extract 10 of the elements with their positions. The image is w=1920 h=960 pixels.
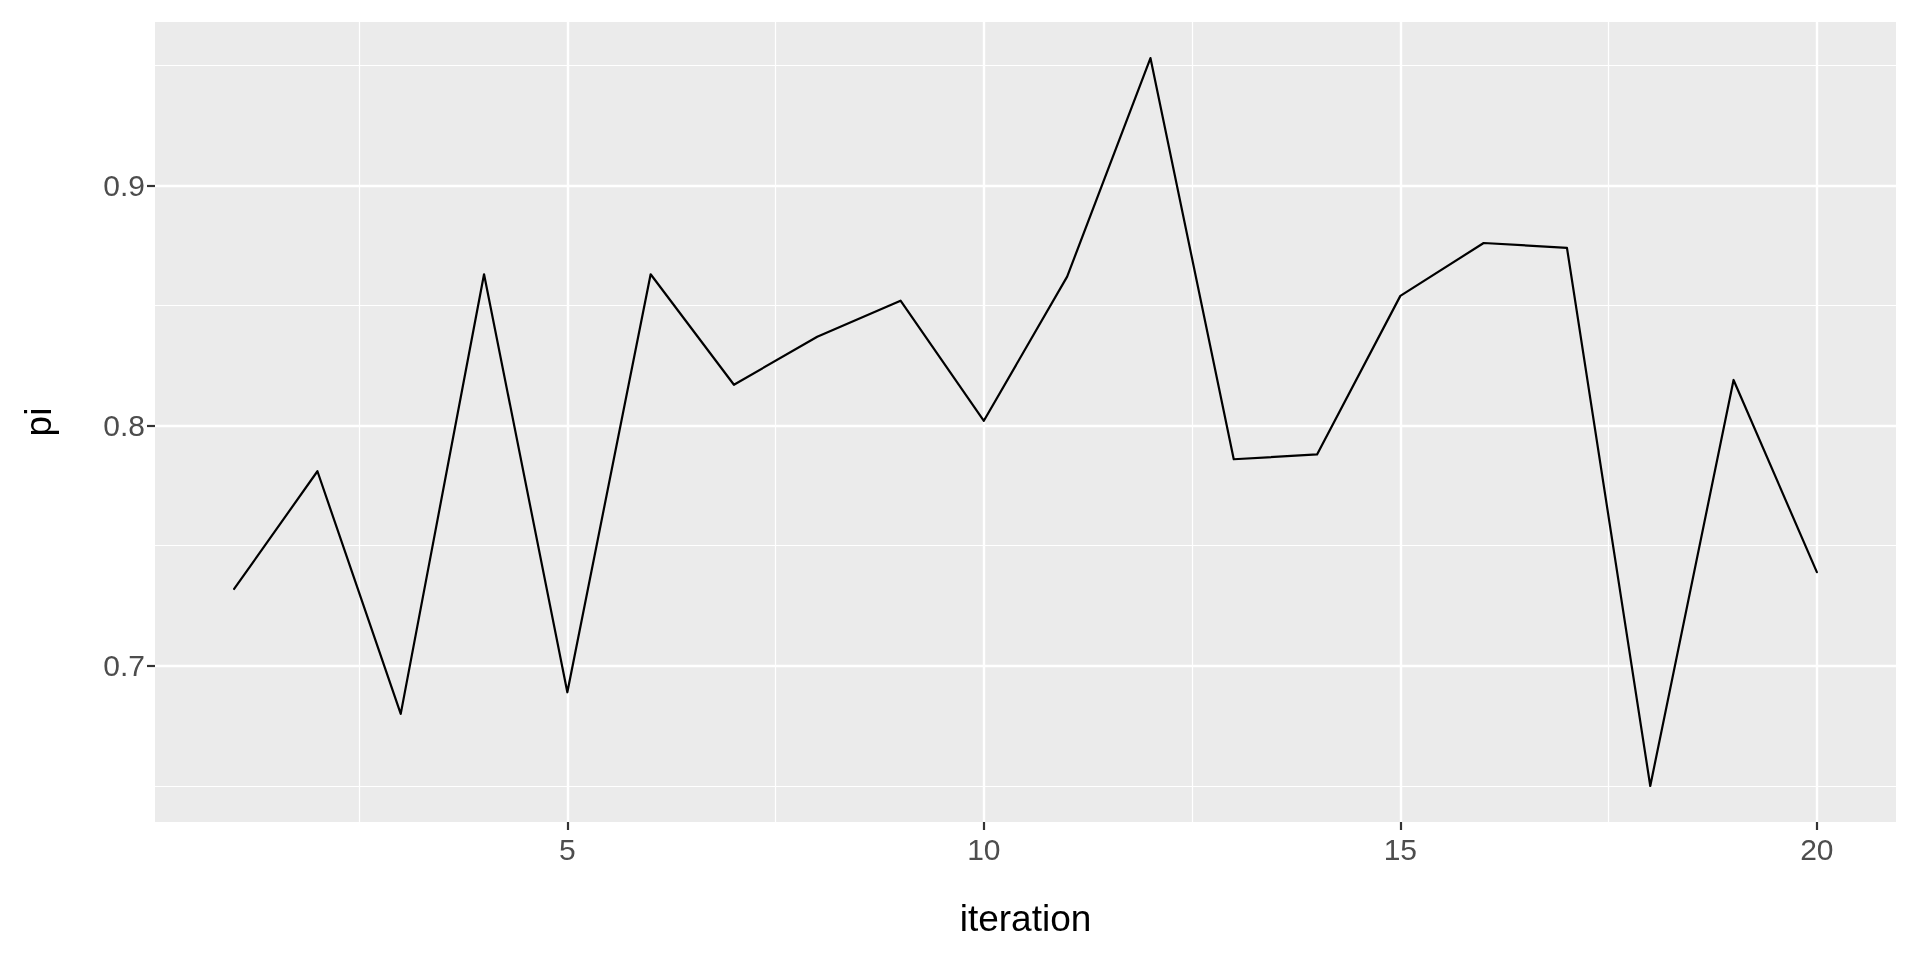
x-tick-label: 10 [967,832,1001,866]
x-tick-label: 20 [1800,832,1834,866]
y-tick-label: 0.8 [103,409,145,443]
y-axis-title: pi [18,407,59,437]
y-tick-label: 0.9 [103,168,145,202]
y-tick-label: 0.7 [103,649,145,683]
line-series [233,56,1818,788]
x-tick-label: 5 [559,832,576,866]
x-axis-title: iteration [959,898,1092,939]
x-tick-label: 15 [1383,832,1418,866]
